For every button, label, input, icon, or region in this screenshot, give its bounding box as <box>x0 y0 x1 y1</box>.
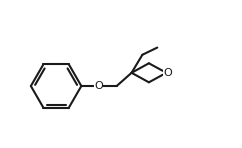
Text: O: O <box>163 68 172 78</box>
Text: O: O <box>94 81 103 91</box>
